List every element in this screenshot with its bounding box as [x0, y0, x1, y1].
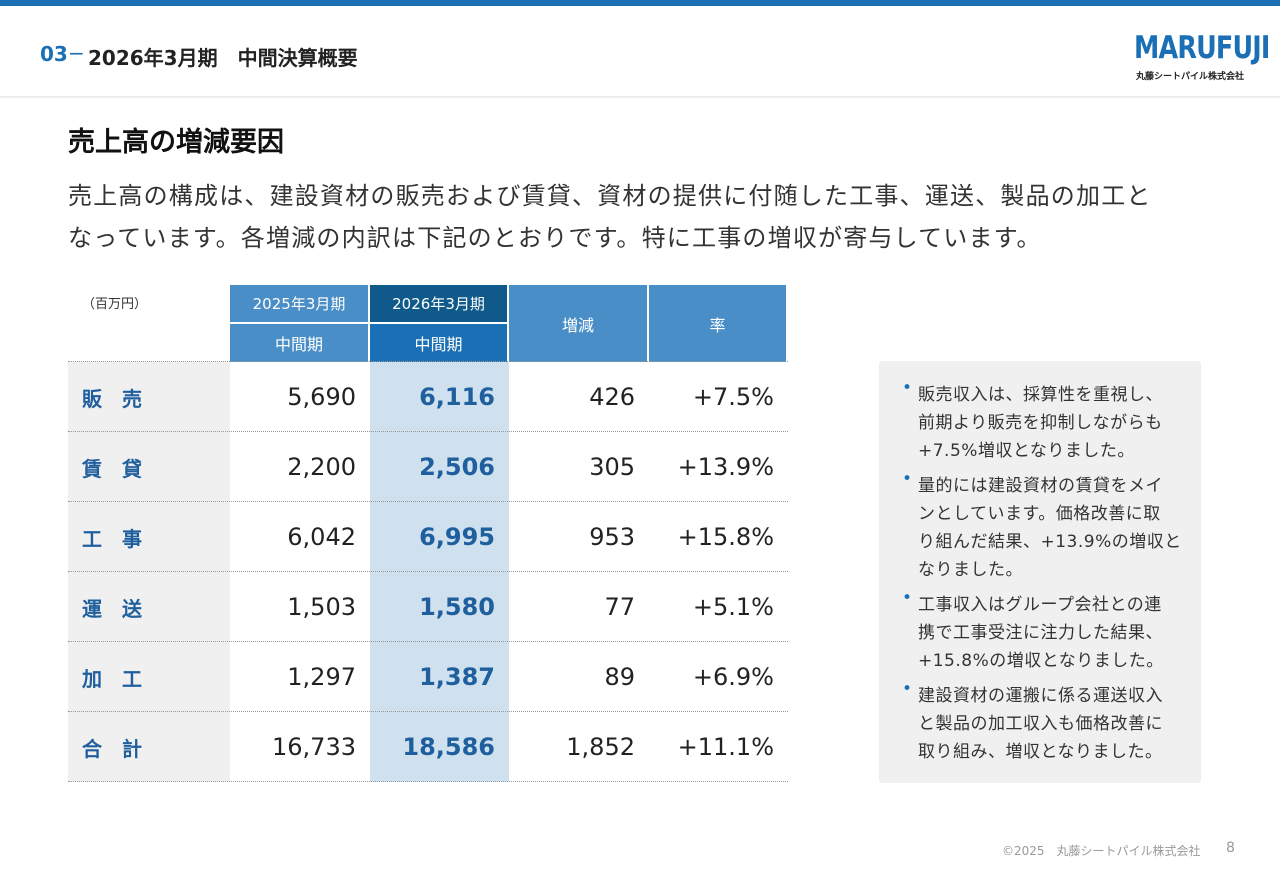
notes-box [879, 361, 1201, 783]
note-line: 携で工事受注に注力した結果、 [918, 623, 1163, 643]
row-label: 賃 貸 [68, 432, 230, 502]
bullet: • [902, 679, 913, 699]
row-divider [68, 361, 788, 362]
table-cell: +11.1% [677, 733, 774, 761]
table-cell: 1,297 [287, 663, 356, 691]
header-title: 2026年3月期 中間決算概要 [88, 46, 358, 70]
intro-line: なっています。各増減の内訳は下記のとおりです。特に工事の増収が寄与しています。 [68, 224, 1042, 252]
note-line: 建設資材の運搬に係る運送収入 [918, 686, 1163, 706]
row-divider [68, 781, 788, 782]
table-cell: 305 [589, 453, 635, 481]
note-line: 販売収入は、採算性を重視し、 [918, 385, 1163, 405]
table-cell: 89 [604, 663, 635, 691]
table-cell: 6,116 [370, 362, 509, 432]
row-label: 合 計 [68, 712, 230, 782]
column-subheader: 中間期 [370, 324, 507, 362]
copyright: ©2025 丸藤シートパイル株式会社 [1002, 844, 1201, 858]
row-label: 工 事 [68, 502, 230, 572]
table-cell: 426 [589, 383, 635, 411]
table-cell: 18,586 [370, 712, 509, 782]
note-line: ンとしています。価格改善に取 [918, 504, 1161, 524]
table-cell: +6.9% [692, 663, 774, 691]
column-header: 2025年3月期 [230, 285, 368, 322]
table-cell: 1,387 [370, 642, 509, 712]
row-divider [68, 501, 788, 502]
table-cell: 6,995 [370, 502, 509, 572]
row-divider [68, 711, 788, 712]
note-line: +15.8%の増収となりました。 [918, 651, 1164, 671]
note-line: +7.5%増収となりました。 [918, 441, 1135, 461]
table-cell: 16,733 [272, 733, 356, 761]
note-line: 量的には建設資材の賃貸をメイ [918, 476, 1163, 496]
row-divider [68, 641, 788, 642]
row-divider [68, 571, 788, 572]
note-line: 前期より販売を抑制しながらも [918, 413, 1163, 433]
table-cell: 2,200 [287, 453, 356, 481]
table-cell: 6,042 [287, 523, 356, 551]
row-label: 販 売 [68, 362, 230, 432]
column-header: 増減 [509, 285, 647, 362]
bullet: • [902, 469, 913, 489]
row-label: 加 工 [68, 642, 230, 712]
unit-label: （百万円） [82, 297, 148, 312]
intro-line: 売上高の構成は、建設資材の販売および賃貸、資材の提供に付随した工事、運送、製品の… [68, 182, 1152, 210]
column-header: 率 [649, 285, 786, 362]
table-cell: 1,852 [566, 733, 635, 761]
heading: 売上高の増減要因 [68, 127, 284, 158]
column-header: 2026年3月期 [370, 285, 507, 322]
table-cell: 77 [604, 593, 635, 621]
table-cell: +15.8% [677, 523, 774, 551]
bullet: • [902, 378, 913, 398]
note-line: 工事収入はグループ会社との連 [918, 595, 1162, 615]
table-cell: 1,580 [370, 572, 509, 642]
table-cell: 953 [589, 523, 635, 551]
bullet: • [902, 588, 913, 608]
table-cell: +7.5% [692, 383, 774, 411]
table-cell: +13.9% [677, 453, 774, 481]
section-number: 03 [40, 42, 68, 66]
note-line: り組んだ結果、+13.9%の増収と [918, 532, 1182, 552]
top-bar [0, 0, 1280, 6]
header-divider [0, 96, 1280, 99]
logo-sub: 丸藤シートパイル株式会社 [1136, 72, 1245, 82]
logo: MARUFUJI [1134, 30, 1270, 66]
row-label: 運 送 [68, 572, 230, 642]
table-cell: +5.1% [692, 593, 774, 621]
note-line: なりました。 [918, 560, 1023, 580]
note-line: と製品の加工収入も価格改善に [918, 714, 1163, 734]
table-cell: 5,690 [287, 383, 356, 411]
note-line: 取り組み、増収となりました。 [918, 742, 1163, 762]
section-dash: − [68, 41, 85, 65]
row-divider [68, 431, 788, 432]
page-number: 8 [1226, 840, 1235, 856]
table-cell: 1,503 [287, 593, 356, 621]
column-subheader: 中間期 [230, 324, 368, 362]
table-cell: 2,506 [370, 432, 509, 502]
